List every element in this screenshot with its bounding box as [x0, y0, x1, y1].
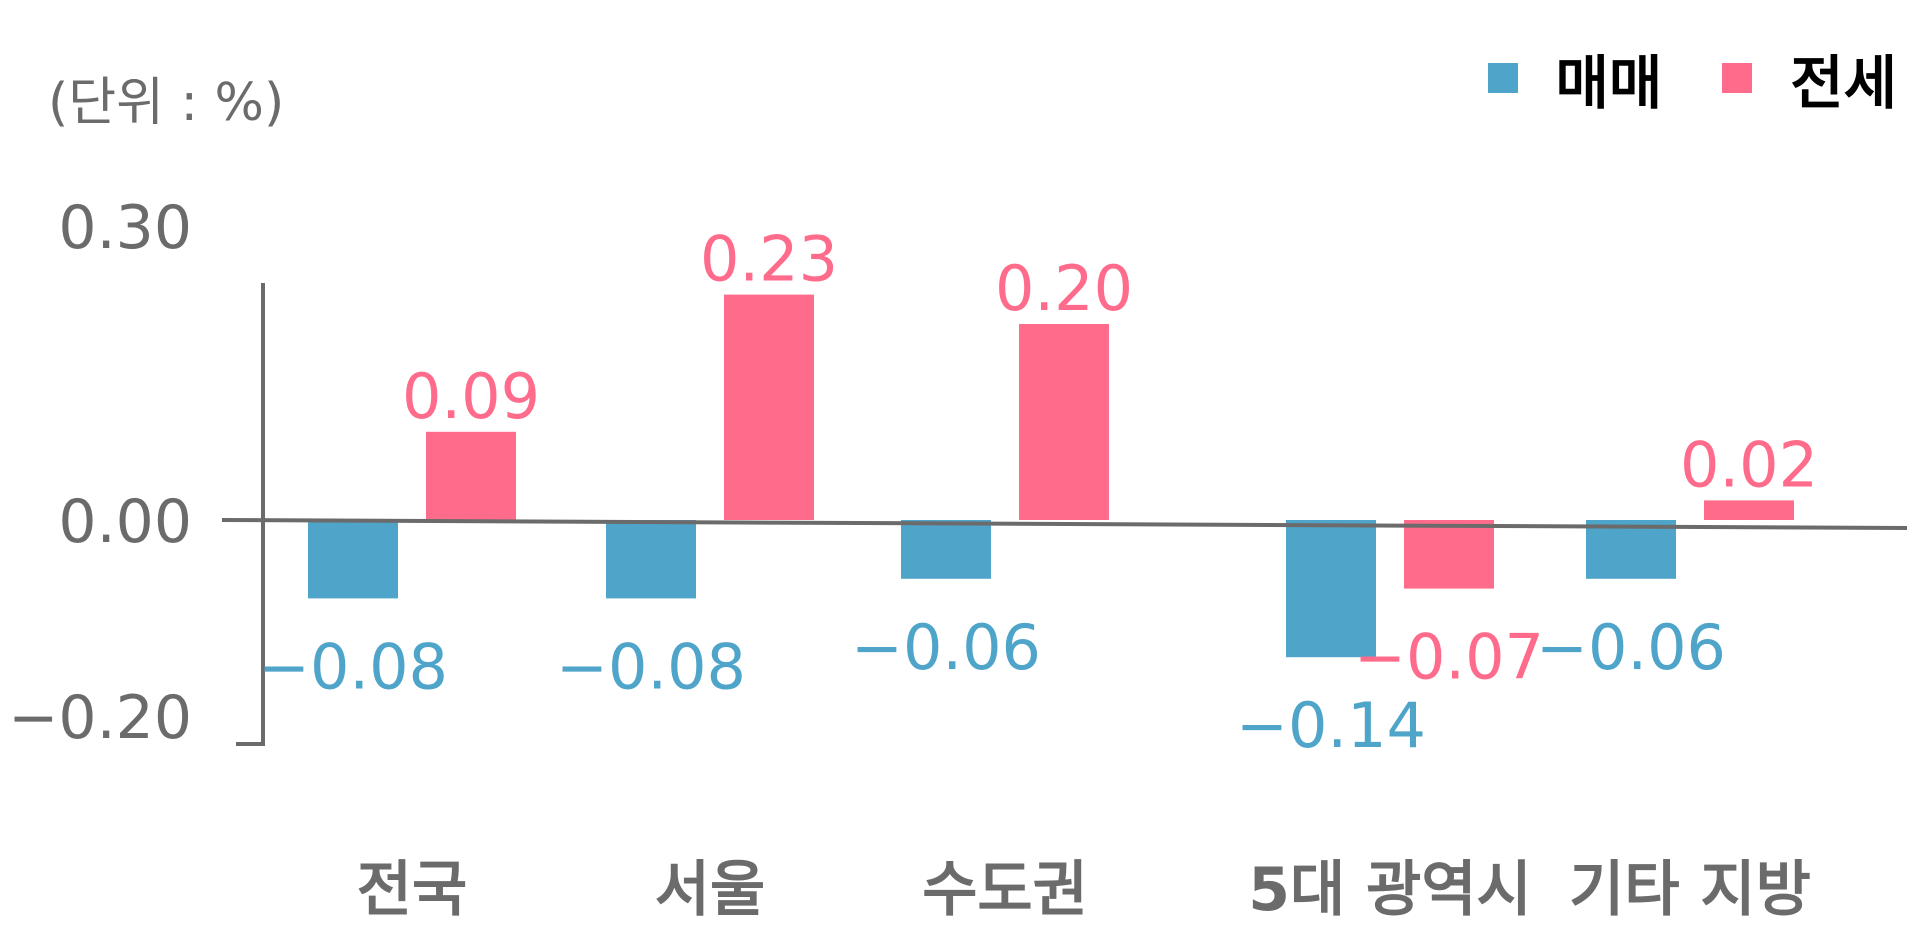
data-label-jeonse: −0.07 [1354, 621, 1544, 694]
chart-legend: 매매 전세 [1428, 36, 1897, 120]
x-category-label: 5대 광역시 [1248, 855, 1531, 925]
bar-sale [1586, 520, 1676, 579]
bar-sale [901, 520, 991, 579]
x-category-label: 기타 지방 [1569, 855, 1811, 925]
legend-swatch-jeonse [1722, 63, 1753, 93]
bar-sale [308, 520, 398, 599]
bar-sale [1286, 520, 1376, 658]
legend-item-jeonse: 전세 [1722, 36, 1897, 120]
y-tick-label: −0.20 [8, 683, 192, 753]
data-label-sale: −0.06 [1536, 611, 1726, 684]
legend-label-sale: 매매 [1555, 49, 1663, 117]
bar-sale [606, 520, 696, 599]
unit-label: (단위 : %) [48, 73, 285, 133]
x-category-label: 서울 [655, 855, 765, 925]
bar-jeonse [724, 294, 814, 520]
data-label-sale: −0.08 [258, 630, 448, 703]
data-label-sale: −0.06 [851, 611, 1041, 684]
y-tick-label: 0.00 [58, 487, 192, 557]
legend-swatch-sale [1487, 63, 1518, 93]
zero-baseline [221, 518, 1907, 530]
data-label-jeonse: 0.20 [995, 252, 1133, 325]
legend-item-sale: 매매 [1487, 36, 1663, 120]
bar-jeonse [1704, 500, 1794, 520]
x-category-label: 수도권 [922, 855, 1088, 925]
data-label-jeonse: 0.09 [402, 360, 540, 433]
data-label-jeonse: 0.02 [1680, 428, 1818, 501]
legend-label-jeonse: 전세 [1790, 49, 1897, 117]
bar-jeonse [426, 431, 516, 520]
y-tick-label: 0.30 [58, 193, 192, 263]
x-category-label: 전국 [357, 855, 467, 925]
data-label-sale: −0.14 [1236, 689, 1426, 762]
bar-jeonse [1019, 324, 1109, 520]
data-label-jeonse: 0.23 [700, 223, 838, 296]
data-label-sale: −0.08 [556, 630, 746, 703]
bar-jeonse [1404, 520, 1494, 589]
